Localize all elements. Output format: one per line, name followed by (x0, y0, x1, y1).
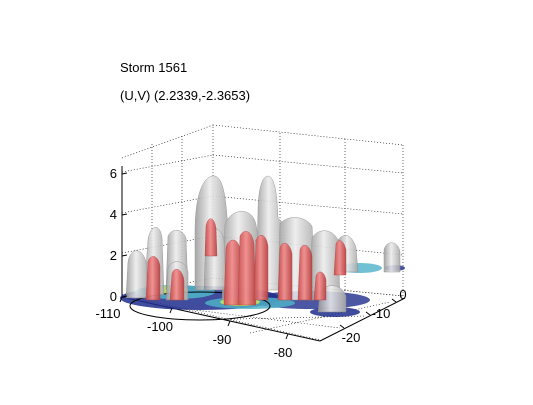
y-tick-label: -10 (372, 306, 391, 321)
x-tick-label: -90 (213, 332, 232, 347)
y-axis-ticks: 0 -10 -20 (339, 287, 407, 345)
z-tick-label: 6 (110, 166, 117, 181)
inner-isosurface (145, 218, 347, 306)
x-tick-label: -100 (147, 319, 173, 334)
x-tick-label: -80 (274, 345, 293, 360)
z-tick-label: 0 (110, 289, 117, 304)
z-tick-label: 2 (110, 248, 117, 263)
storm-surfaces (120, 175, 405, 321)
x-tick-label: -110 (95, 306, 120, 321)
z-tick-label: 4 (110, 207, 117, 222)
y-tick-label: 0 (399, 287, 406, 302)
y-tick-label: -20 (342, 330, 361, 345)
x-axis-ticks: -110 -100 -90 -80 (95, 296, 293, 360)
chart-subtitle: (U,V) (2.2339,-2.3653) (120, 88, 251, 103)
chart-title: Storm 1561 (120, 60, 188, 75)
z-axis-ticks: 0 2 4 6 (110, 166, 128, 304)
